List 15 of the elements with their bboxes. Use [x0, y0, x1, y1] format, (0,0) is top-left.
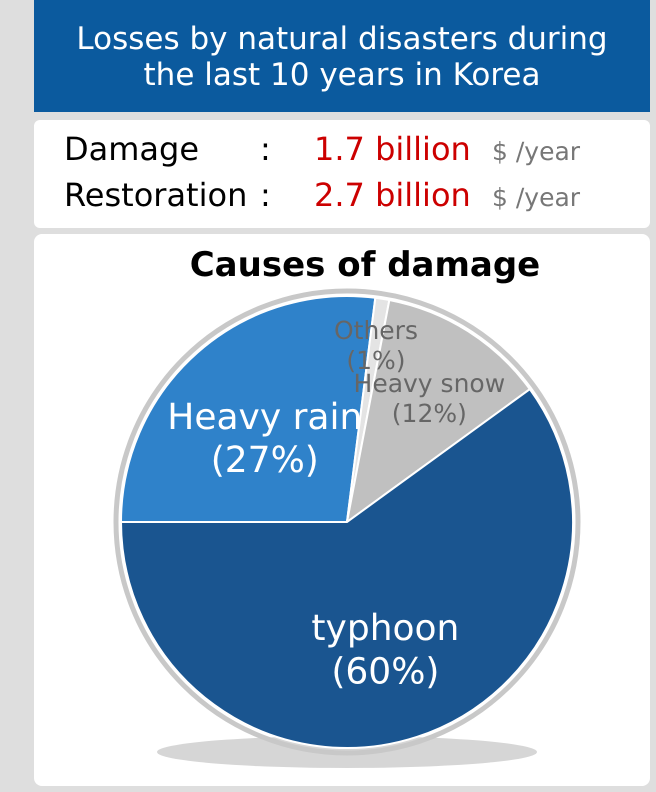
slice-label: typhoon: [311, 608, 460, 650]
chart-title: Losses by natural disasters during the last 10 years in Korea: [76, 21, 608, 93]
text: 2.7 billion: [314, 176, 471, 214]
text: 1.7 billion: [314, 130, 471, 168]
text: Restoration: [64, 176, 248, 214]
slice-label: Heavy rain: [167, 396, 362, 438]
text: $ /year: [492, 137, 581, 166]
data-label: (27%): [210, 440, 319, 481]
data-label: (60%): [331, 651, 440, 692]
text: :: [260, 176, 271, 214]
text: :: [260, 130, 271, 168]
text: $ /year: [492, 183, 581, 212]
text: Damage: [64, 130, 200, 168]
chart-subtitle: Causes of damage: [190, 245, 540, 285]
data-label: (12%): [392, 399, 467, 428]
